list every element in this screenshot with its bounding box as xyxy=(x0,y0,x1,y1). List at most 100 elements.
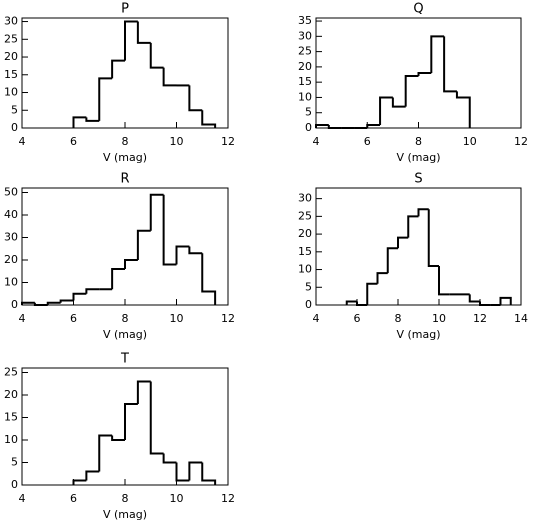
y-tick-label: 15 xyxy=(4,411,18,424)
x-axis-label: V (mag) xyxy=(103,328,147,341)
histogram-bin xyxy=(136,380,151,404)
y-tick-label: 10 xyxy=(298,263,312,276)
y-tick-label: 10 xyxy=(4,86,18,99)
histogram-bin xyxy=(162,453,177,464)
y-tick-label: 25 xyxy=(4,366,18,379)
x-tick-label: 12 xyxy=(514,135,528,148)
x-axis-label: V (mag) xyxy=(103,508,147,521)
histogram-bin xyxy=(136,21,151,44)
histogram-bin xyxy=(455,91,471,128)
y-tick-label: 0 xyxy=(11,121,18,134)
y-tick-label: 25 xyxy=(298,209,312,222)
histogram-bin xyxy=(327,124,342,129)
panel-title: Q xyxy=(413,2,423,17)
x-axis-label: V (mag) xyxy=(103,151,147,164)
histogram-bin xyxy=(479,301,491,306)
x-tick-label: 4 xyxy=(313,135,320,148)
histogram-bin xyxy=(443,36,457,93)
histogram-bin xyxy=(188,85,203,112)
y-tick-label: 0 xyxy=(305,121,312,134)
y-tick-label: 30 xyxy=(4,15,18,28)
x-tick-label: 6 xyxy=(70,312,77,325)
histogram-bin xyxy=(376,272,388,284)
x-tick-label: 4 xyxy=(19,492,26,505)
histogram-bin xyxy=(417,208,429,217)
y-tick-label: 5 xyxy=(11,456,18,469)
y-tick-label: 20 xyxy=(4,50,18,63)
histogram-bin xyxy=(72,116,87,128)
histogram-bin xyxy=(124,403,138,440)
y-tick-label: 15 xyxy=(298,75,312,88)
y-tick-label: 5 xyxy=(305,106,312,119)
histogram-bin xyxy=(72,479,87,485)
y-tick-label: 25 xyxy=(4,32,18,45)
histogram-bin xyxy=(72,292,87,301)
x-tick-label: 6 xyxy=(70,492,77,505)
x-tick-label: 14 xyxy=(514,312,528,325)
x-axis-label: V (mag) xyxy=(396,328,440,341)
histogram-bin xyxy=(315,123,329,128)
histogram-bin xyxy=(111,435,125,441)
y-tick-label: 20 xyxy=(298,60,312,73)
histogram-bin xyxy=(427,209,439,267)
y-tick-label: 20 xyxy=(4,388,18,401)
y-tick-label: 20 xyxy=(4,253,18,266)
x-tick-label: 12 xyxy=(221,312,235,325)
y-tick-label: 0 xyxy=(11,478,18,491)
histogram-bin xyxy=(59,299,74,303)
x-tick-label: 4 xyxy=(19,312,26,325)
histogram-bin xyxy=(175,245,190,265)
y-tick-label: 5 xyxy=(11,103,18,116)
y-tick-label: 15 xyxy=(298,245,312,258)
panel-title: S xyxy=(414,172,422,187)
histogram-bin xyxy=(98,434,113,472)
histogram-bin xyxy=(85,117,100,122)
histogram-bin xyxy=(468,294,480,303)
x-tick-label: 10 xyxy=(432,312,446,325)
y-tick-label: 5 xyxy=(305,280,312,293)
histogram-bin xyxy=(46,301,61,305)
y-tick-label: 30 xyxy=(298,192,312,205)
histogram-bin xyxy=(201,110,217,128)
plot-frame xyxy=(315,187,522,306)
histogram-bin xyxy=(85,288,100,294)
y-tick-label: 10 xyxy=(298,90,312,103)
histogram-bin xyxy=(98,77,113,121)
histogram-bin xyxy=(417,72,432,77)
y-tick-label: 50 xyxy=(4,186,18,199)
y-tick-label: 10 xyxy=(4,276,18,289)
histogram-bin xyxy=(124,20,138,61)
y-tick-label: 0 xyxy=(305,298,312,311)
panel-title: P xyxy=(121,2,129,17)
x-tick-label: 12 xyxy=(221,135,235,148)
histogram-bin xyxy=(175,462,190,482)
x-tick-label: 10 xyxy=(463,135,477,148)
panel-title: R xyxy=(120,172,129,187)
x-tick-label: 4 xyxy=(313,312,320,325)
y-tick-label: 15 xyxy=(4,68,18,81)
histogram-bin xyxy=(499,296,512,305)
y-tick-label: 25 xyxy=(298,45,312,58)
histogram-bin xyxy=(149,193,164,231)
x-tick-label: 8 xyxy=(395,312,402,325)
histogram-bin xyxy=(149,42,164,69)
histogram-bin xyxy=(188,246,203,255)
x-tick-label: 10 xyxy=(170,492,184,505)
histogram-bin xyxy=(21,301,35,305)
x-tick-label: 6 xyxy=(70,135,77,148)
histogram-bin xyxy=(124,259,138,269)
y-tick-label: 30 xyxy=(298,29,312,42)
histogram-bin xyxy=(162,194,177,266)
histogram-bin xyxy=(366,123,381,128)
histogram-bin xyxy=(201,253,217,305)
x-tick-label: 10 xyxy=(170,312,184,325)
y-tick-label: 20 xyxy=(298,227,312,240)
plot-frame xyxy=(21,187,229,306)
histogram-bin xyxy=(379,96,393,125)
histogram-bin xyxy=(85,470,100,481)
x-tick-label: 12 xyxy=(473,312,487,325)
histogram-bin xyxy=(366,282,378,305)
histogram-bin xyxy=(33,302,48,306)
